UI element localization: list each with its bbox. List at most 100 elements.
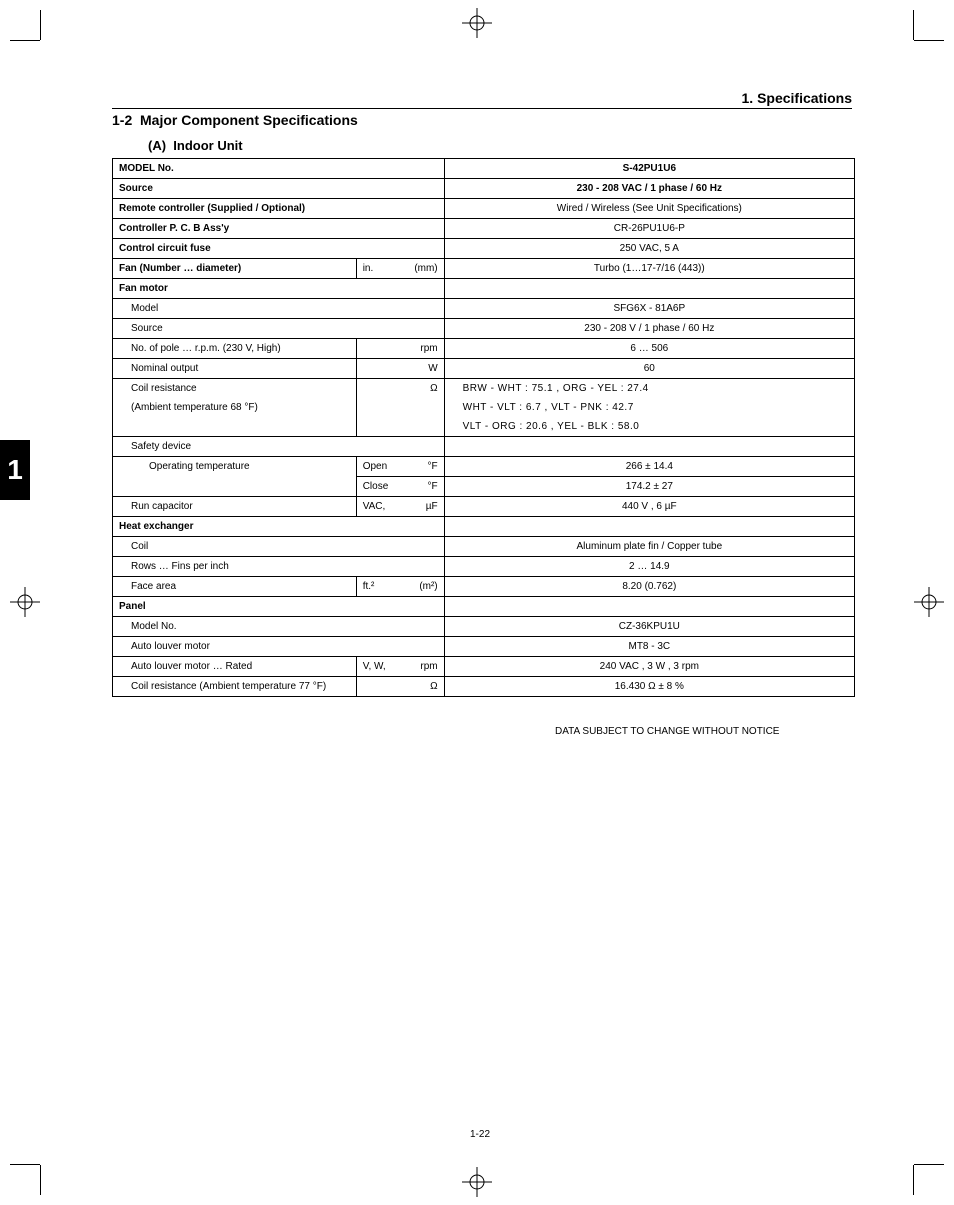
table-row: Face area ft.² (m²) 8.20 (0.762) xyxy=(113,577,855,597)
table-row: VLT - ORG : 20.6 , YEL - BLK : 58.0 xyxy=(113,417,855,437)
cell-value: 250 VAC, 5 A xyxy=(444,239,854,259)
table-row: Coil resistance Ω BRW - WHT : 75.1 , ORG… xyxy=(113,379,855,399)
cell-unit: rpm xyxy=(400,657,444,677)
table-row: Panel xyxy=(113,597,855,617)
table-row: Source 230 - 208 V / 1 phase / 60 Hz xyxy=(113,319,855,339)
table-row: Coil Aluminum plate fin / Copper tube xyxy=(113,537,855,557)
cell-blank xyxy=(113,417,357,437)
cell-blank xyxy=(400,617,444,637)
registration-mark-icon xyxy=(462,1167,492,1197)
cell-blank xyxy=(400,537,444,557)
cell-unit: (mm) xyxy=(400,259,444,279)
cell-label: Fan (Number … diameter) xyxy=(113,259,357,279)
table-row: Coil resistance (Ambient temperature 77 … xyxy=(113,677,855,697)
table-row: Auto louver motor … Rated V, W, rpm 240 … xyxy=(113,657,855,677)
cell-unit: Ω xyxy=(400,677,444,697)
cell-value: MT8 - 3C xyxy=(444,637,854,657)
cell-label: Model xyxy=(113,299,357,319)
cell-blank xyxy=(356,299,400,319)
cell-blank xyxy=(400,159,444,179)
cell-label: Remote controller (Supplied / Optional) xyxy=(113,199,357,219)
cell-label: Source xyxy=(113,179,357,199)
cell-blank xyxy=(400,319,444,339)
cell-label: Rows … Fins per inch xyxy=(113,557,357,577)
cell-value: WHT - VLT : 6.7 , VLT - PNK : 42.7 xyxy=(444,398,854,417)
crop-mark xyxy=(10,40,40,41)
cell-label: Fan motor xyxy=(113,279,357,299)
cell-value: VLT - ORG : 20.6 , YEL - BLK : 58.0 xyxy=(444,417,854,437)
cell-unit: °F xyxy=(400,477,444,497)
cell-label: Control circuit fuse xyxy=(113,239,357,259)
cell-blank xyxy=(356,179,400,199)
cell-unit: in. xyxy=(356,259,400,279)
table-row: Nominal output W 60 xyxy=(113,359,855,379)
page-number: 1-22 xyxy=(470,1129,490,1140)
cell-label: Coil xyxy=(113,537,357,557)
table-row: Fan motor xyxy=(113,279,855,299)
cell-blank xyxy=(400,299,444,319)
cell-unit: °F xyxy=(400,457,444,477)
crop-mark xyxy=(40,10,41,40)
cell-value: Turbo (1…17-7/16 (443)) xyxy=(444,259,854,279)
registration-mark-icon xyxy=(914,587,944,617)
cell-value: S-42PU1U6 xyxy=(444,159,854,179)
cell-value: Wired / Wireless (See Unit Specification… xyxy=(444,199,854,219)
cell-blank xyxy=(113,477,357,497)
table-row: Controller P. C. B Ass'y CR-26PU1U6-P xyxy=(113,219,855,239)
cell-label: Model No. xyxy=(113,617,357,637)
cell-blank xyxy=(400,417,444,437)
table-row: Safety device xyxy=(113,437,855,457)
table-row: Model SFG6X - 81A6P xyxy=(113,299,855,319)
section-title: 1-2 Major Component Specifications xyxy=(112,112,358,128)
cell-label: Face area xyxy=(113,577,357,597)
cell-value: 2 … 14.9 xyxy=(444,557,854,577)
subsection-letter: (A) xyxy=(148,138,166,153)
cell-label: MODEL No. xyxy=(113,159,357,179)
registration-mark-icon xyxy=(10,587,40,617)
spec-table: MODEL No. S-42PU1U6 Source 230 - 208 VAC… xyxy=(112,158,855,697)
cell-label: Controller P. C. B Ass'y xyxy=(113,219,357,239)
cell-label: Source xyxy=(113,319,357,339)
table-row: Operating temperature Open °F 266 ± 14.4 xyxy=(113,457,855,477)
table-row: Rows … Fins per inch 2 … 14.9 xyxy=(113,557,855,577)
table-row: Remote controller (Supplied / Optional) … xyxy=(113,199,855,219)
cell-label: Panel xyxy=(113,597,357,617)
cell-unit: Close xyxy=(356,477,400,497)
table-row: Control circuit fuse 250 VAC, 5 A xyxy=(113,239,855,259)
cell-value: 266 ± 14.4 xyxy=(444,457,854,477)
cell-blank xyxy=(356,417,400,437)
cell-blank xyxy=(356,319,400,339)
cell-blank xyxy=(400,437,444,457)
cell-blank xyxy=(356,437,400,457)
cell-unit: V, W, xyxy=(356,657,400,677)
cell-blank xyxy=(356,677,400,697)
cell-value: SFG6X - 81A6P xyxy=(444,299,854,319)
cell-blank xyxy=(356,239,400,259)
crop-mark xyxy=(914,40,944,41)
cell-label: Coil resistance (Ambient temperature 77 … xyxy=(113,677,357,697)
cell-label: Nominal output xyxy=(113,359,357,379)
cell-blank xyxy=(444,279,854,299)
cell-blank xyxy=(400,279,444,299)
chapter-number: 1 xyxy=(7,454,23,486)
table-row: Model No. CZ-36KPU1U xyxy=(113,617,855,637)
chapter-tab: 1 xyxy=(0,440,30,500)
cell-unit: µF xyxy=(400,497,444,517)
cell-blank xyxy=(356,379,400,399)
header-section: 1. Specifications xyxy=(742,90,852,106)
table-row: MODEL No. S-42PU1U6 xyxy=(113,159,855,179)
table-row: (Ambient temperature 68 °F) WHT - VLT : … xyxy=(113,398,855,417)
footer-note: DATA SUBJECT TO CHANGE WITHOUT NOTICE xyxy=(555,726,779,737)
cell-value: 174.2 ± 27 xyxy=(444,477,854,497)
table-row: Auto louver motor MT8 - 3C xyxy=(113,637,855,657)
cell-value: CZ-36KPU1U xyxy=(444,617,854,637)
cell-unit: Ω xyxy=(400,379,444,399)
subsection-title: (A) Indoor Unit xyxy=(148,138,243,153)
cell-blank xyxy=(356,279,400,299)
cell-blank xyxy=(356,597,400,617)
cell-value: 230 - 208 VAC / 1 phase / 60 Hz xyxy=(444,179,854,199)
cell-blank xyxy=(356,159,400,179)
cell-label: No. of pole … r.p.m. (230 V, High) xyxy=(113,339,357,359)
cell-unit: VAC, xyxy=(356,497,400,517)
cell-blank xyxy=(356,557,400,577)
